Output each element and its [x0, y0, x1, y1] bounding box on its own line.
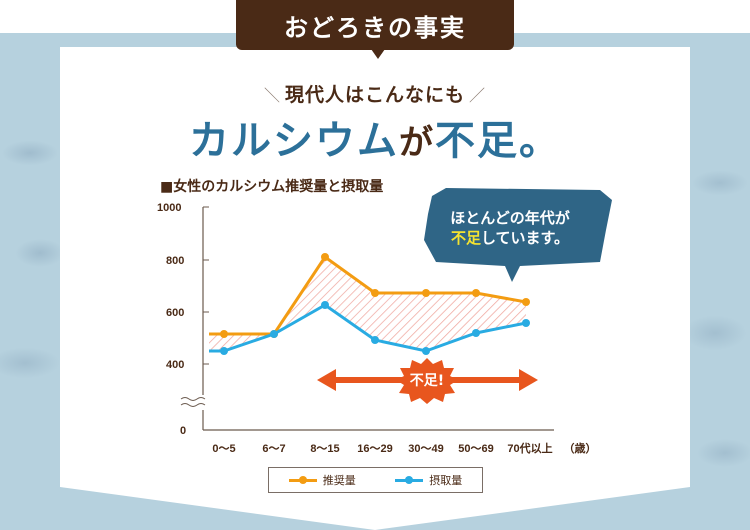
svg-text:70代以上: 70代以上 [507, 441, 552, 455]
shortage-area [209, 257, 526, 351]
callout-line-2-rest: しています。 [480, 229, 570, 247]
burst-badge-icon [396, 358, 458, 404]
axis-break-icon [180, 397, 206, 407]
svg-text:400: 400 [166, 359, 184, 371]
subtitle: ＼ 現代人はこんなにも／ [0, 80, 750, 107]
svg-text:1000: 1000 [157, 202, 181, 214]
legend-label-recommended: 推奨量 [322, 474, 356, 487]
svg-text:30〜49: 30〜49 [408, 443, 443, 455]
svg-text:800: 800 [166, 255, 184, 267]
callout-bubble [424, 188, 612, 282]
x-tick-labels: 0〜5 6〜7 8〜15 16〜29 30〜49 50〜69 70代以上 （歳） [212, 441, 596, 455]
callout-line-2: 不足しています。 [430, 228, 590, 248]
chart-legend: 推奨量 摂取量 [268, 467, 483, 493]
callout-text: ほとんどの年代が 不足しています。 [430, 208, 590, 248]
legend-item-intake: 摂取量 [395, 472, 462, 488]
recommended-line [209, 254, 527, 336]
recommended-legend-icon [288, 476, 317, 484]
y-tick-labels: 1000 800 600 400 0 [157, 202, 186, 437]
legend-item-recommended: 推奨量 [288, 472, 356, 488]
intake-legend-icon [395, 476, 424, 484]
svg-text:（歳）: （歳） [564, 441, 597, 455]
main-title: カルシウムが不足。 [0, 108, 750, 166]
main-title-shortage: 不足。 [435, 118, 561, 164]
intake-line [209, 303, 527, 353]
svg-text:16〜29: 16〜29 [357, 443, 392, 455]
intake-points [220, 301, 530, 355]
shortage-label: 不足! [409, 373, 445, 389]
heading-badge-text: おどろきの事実 [284, 13, 466, 42]
y-axis [180, 206, 209, 430]
main-title-particle: が [399, 123, 435, 163]
svg-text:0: 0 [180, 425, 186, 437]
callout-line-1: ほとんどの年代が [450, 209, 570, 227]
main-title-calcium: カルシウム [189, 118, 399, 164]
subtitle-text: 現代人はこんなにも [284, 84, 465, 106]
callout-highlight: 不足 [450, 229, 481, 247]
content-panel [60, 47, 690, 530]
legend-label-intake: 摂取量 [429, 474, 463, 487]
subtitle-slash-left: ＼ [263, 86, 281, 105]
chart-title: ■女性のカルシウム推奨量と摂取量 [160, 179, 384, 195]
svg-text:6〜7: 6〜7 [262, 443, 285, 455]
svg-text:50〜69: 50〜69 [458, 443, 493, 455]
shortage-double-arrow-icon [317, 358, 538, 404]
svg-text:0〜5: 0〜5 [212, 443, 235, 455]
heading-badge: おどろきの事実 [236, 0, 514, 59]
svg-text:8〜15: 8〜15 [310, 443, 339, 455]
svg-text:600: 600 [166, 307, 184, 319]
subtitle-slash-right: ／ [469, 86, 487, 105]
